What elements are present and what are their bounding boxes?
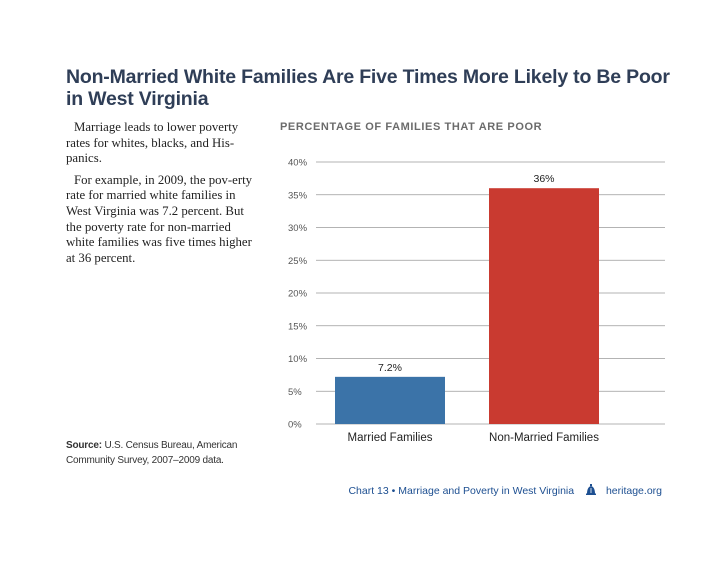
source-text: U.S. Census Bureau, American Community S… [66, 440, 238, 466]
chart-title: Non-Married White Families Are Five Time… [66, 66, 670, 110]
category-label-1: Non-Married Families [489, 432, 599, 444]
intro-paragraph-1: Marriage leads to lower poverty rates fo… [66, 120, 239, 166]
y-tick-label-0: 0% [288, 420, 302, 431]
intro-paragraph-2: For example, in 2009, the pov-erty rate … [66, 172, 253, 265]
y-tick-label-25: 25% [288, 256, 308, 267]
source-note: Source: U.S. Census Bureau, American Com… [66, 438, 266, 468]
bar-chart: 0% 5% 10% 15% 20% 25% 30% 35% 40% 7.2% Married Fam… [288, 158, 665, 444]
footer: Chart 13 • Marriage and Poverty in West … [348, 484, 662, 499]
y-tick-label-35: 35% [288, 190, 308, 201]
y-tick-label-5: 5% [288, 387, 302, 398]
bar-non-married-families [489, 188, 599, 424]
intro-text: Marriage leads to lower poverty rates fo… [66, 120, 256, 272]
category-label-0: Married Families [348, 432, 433, 444]
y-tick-label-40: 40% [288, 158, 308, 169]
chart-heading: PERCENTAGE OF FAMILIES THAT ARE POOR [280, 121, 543, 133]
y-tick-label-20: 20% [288, 289, 308, 300]
source-label: Source: [66, 440, 102, 451]
liberty-bell-icon [585, 484, 597, 499]
y-tick-label-10: 10% [288, 354, 308, 365]
data-label-0: 7.2% [378, 362, 402, 374]
y-tick-label-15: 15% [288, 321, 308, 332]
data-label-1: 36% [533, 173, 554, 185]
footer-site: heritage.org [605, 485, 662, 497]
y-tick-label-30: 30% [288, 223, 308, 234]
footer-chart-reference: Chart 13 • Marriage and Poverty in West … [348, 485, 575, 497]
bar-married-families [335, 376, 445, 424]
